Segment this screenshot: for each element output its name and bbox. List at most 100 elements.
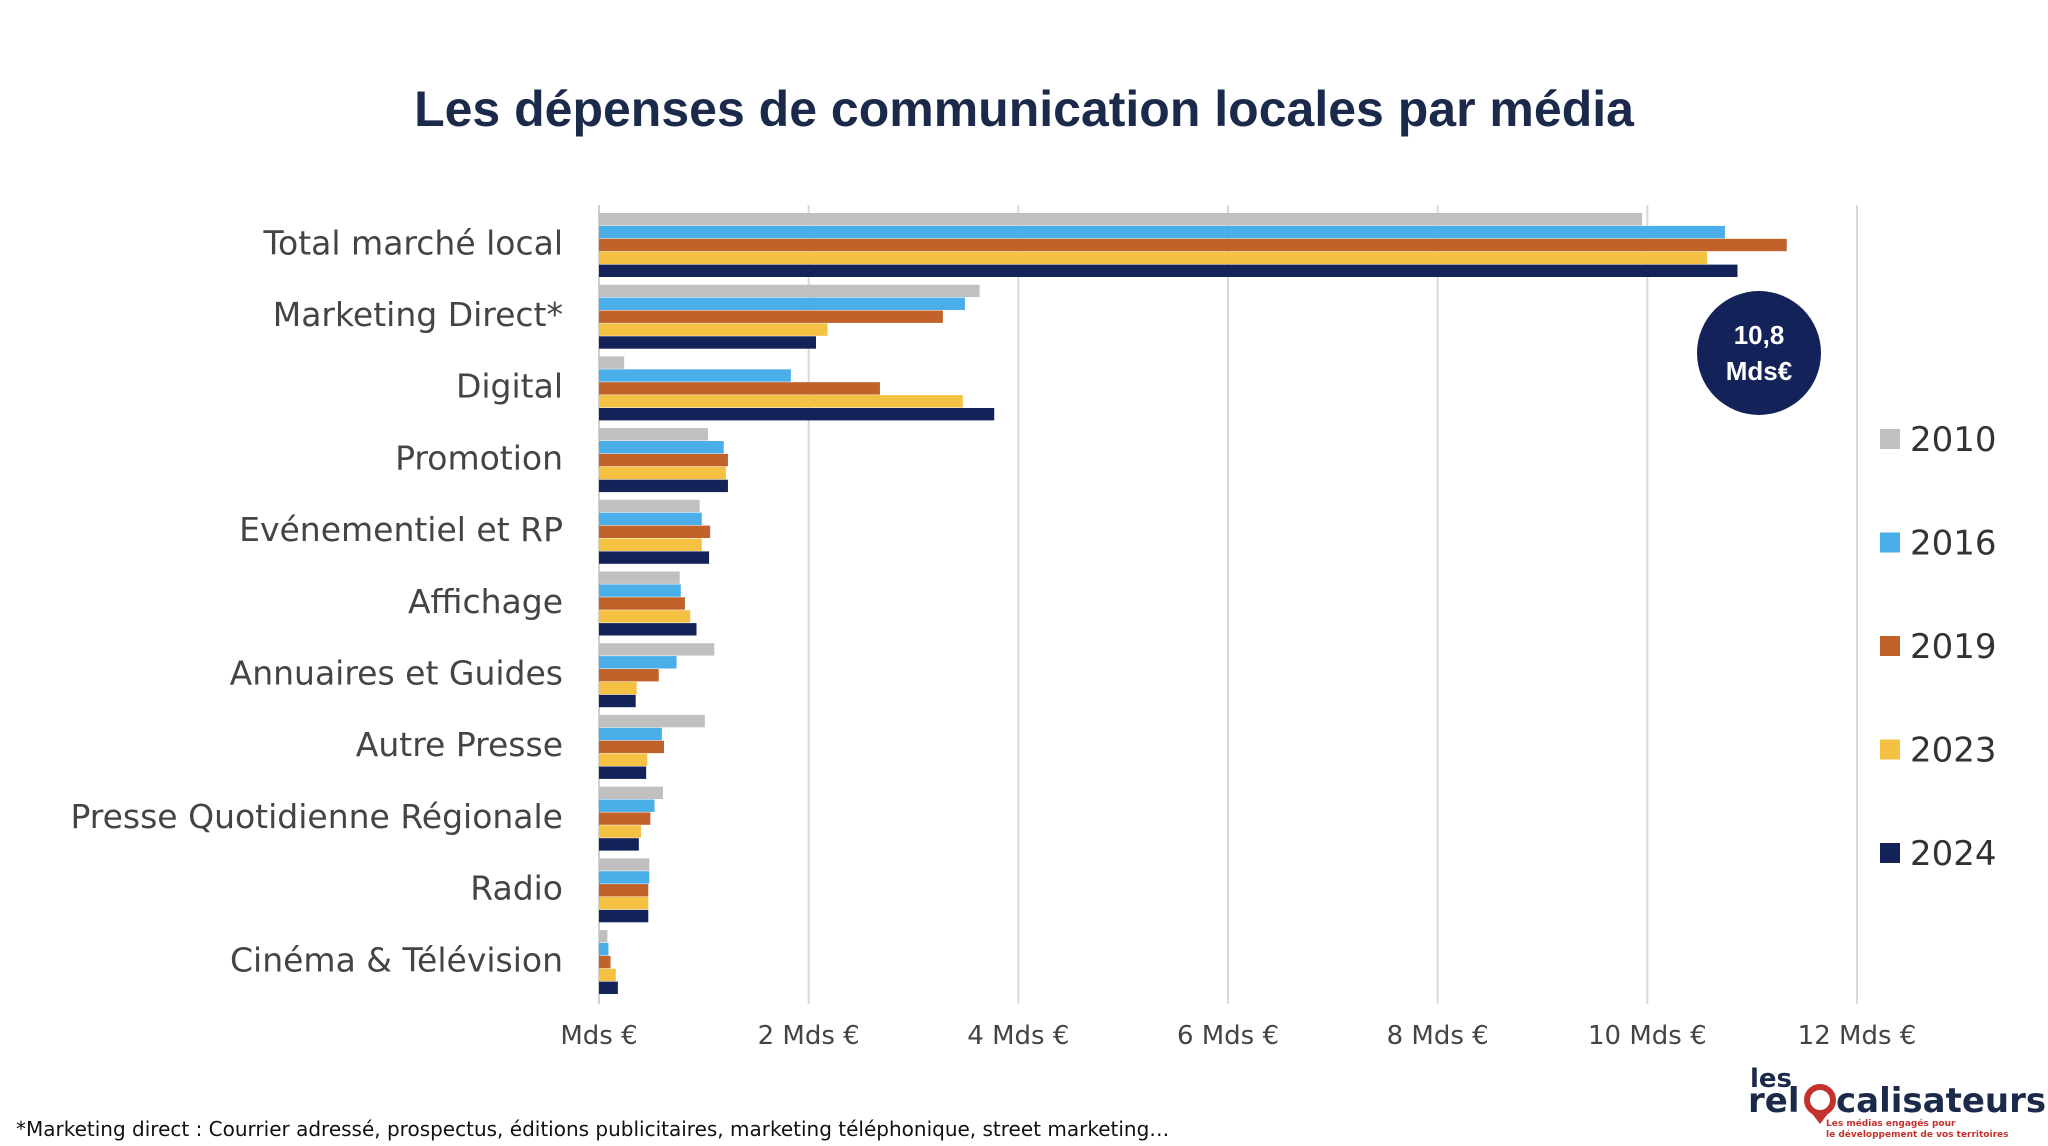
bar [599,955,611,969]
bar [599,525,711,538]
bar [599,825,641,838]
logo-word-right: calisateurs [1836,1081,2046,1121]
bar [599,584,681,597]
bar [599,336,817,349]
footnote: *Marketing direct : Courrier adressé, pr… [16,1117,1169,1141]
logo-word-left: rel [1748,1081,1799,1121]
bar [599,251,1708,265]
bar [599,981,618,994]
category-labels: Total marché local Marketing Direct* Digit… [70,223,563,979]
legend-label: 2016 [1910,524,1997,564]
bar [599,499,700,513]
bar [599,714,705,728]
bar [599,871,650,884]
logo: les rel calisateurs Les médias engagés p… [1748,1064,2046,1140]
legend-swatch [1880,739,1900,760]
x-tick-label: 2 Mds € [758,1021,860,1051]
bar [599,812,651,825]
bar [599,382,880,395]
category-label: Cinéma & Télévision [230,940,563,979]
x-tick-label: 8 Mds € [1387,1021,1489,1051]
bar [599,225,1725,239]
total-annotation: 10,8 Mds€ [1697,291,1821,415]
bar [599,408,995,421]
legend-label: 2019 [1910,627,1997,667]
logo-tagline-1: Les médias engagés pour [1826,1118,1956,1129]
category-label: Radio [470,869,563,908]
bar [599,238,1787,252]
bar [599,395,963,408]
x-tick-label: Mds € [560,1021,637,1051]
bar [599,213,1643,226]
bar [599,610,691,623]
bar [599,538,702,551]
bar [599,323,828,336]
bar [599,753,648,766]
bar [599,968,616,982]
bar [599,264,1738,277]
bar [599,623,697,636]
category-label: Autre Presse [356,725,563,764]
legend-label: 2010 [1910,420,1997,460]
bar [599,310,943,323]
bar [599,897,649,910]
bar [599,466,726,480]
bar [599,669,659,682]
bar [599,597,685,610]
bar [599,799,655,812]
bar [599,571,680,584]
x-tick-label: 6 Mds € [1177,1021,1279,1051]
category-label: Total marché local [262,223,563,262]
bar [599,884,649,897]
category-label: Affichage [408,582,563,621]
bar [599,297,965,310]
bar [599,369,791,382]
category-label: Marketing Direct* [273,295,563,334]
x-tick-label: 4 Mds € [967,1021,1069,1051]
legend-swatch [1880,636,1900,656]
bar [599,930,608,943]
logo-tagline-2: le développement de vos territoires [1826,1129,2008,1140]
category-label: Presse Quotidienne Régionale [70,797,563,836]
bar [599,656,677,669]
bar [599,284,980,298]
bar [599,356,625,369]
annotation-badge [1697,291,1821,415]
legend-label: 2024 [1910,834,1997,874]
chart-title: Les dépenses de communication locales pa… [414,81,1635,137]
x-tick-label: 12 Mds € [1798,1021,1917,1051]
category-label: Digital [456,367,563,406]
bar [599,786,663,799]
logo-word-top: les [1750,1064,1792,1094]
category-label: Annuaires et Guides [230,653,563,692]
bar [599,740,664,754]
bar [599,551,710,564]
bar [599,512,702,526]
logo-pin-icon [1810,1111,1830,1124]
bar [599,727,662,741]
bar [599,766,647,779]
bar [599,838,639,851]
bar [599,479,728,493]
annotation-value: 10,8 [1734,320,1785,350]
bar [599,942,609,956]
legend-swatch [1880,532,1900,553]
bar [599,453,728,467]
bar [599,858,650,871]
legend-swatch [1880,429,1900,449]
legend: 2010 2016 2019 2023 2024 [1880,420,1997,874]
x-tick-label: 10 Mds € [1588,1021,1707,1051]
annotation-unit: Mds€ [1726,356,1792,386]
category-label: Promotion [395,438,563,477]
legend-swatch [1880,843,1900,863]
logo-location-icon [1804,1084,1836,1116]
bar [599,643,715,656]
category-label: Evénementiel et RP [239,510,563,549]
legend-label: 2023 [1910,731,1997,771]
bar [599,441,724,454]
bar [599,694,636,708]
bar [599,428,709,441]
bar [599,681,637,695]
bar [599,909,649,923]
